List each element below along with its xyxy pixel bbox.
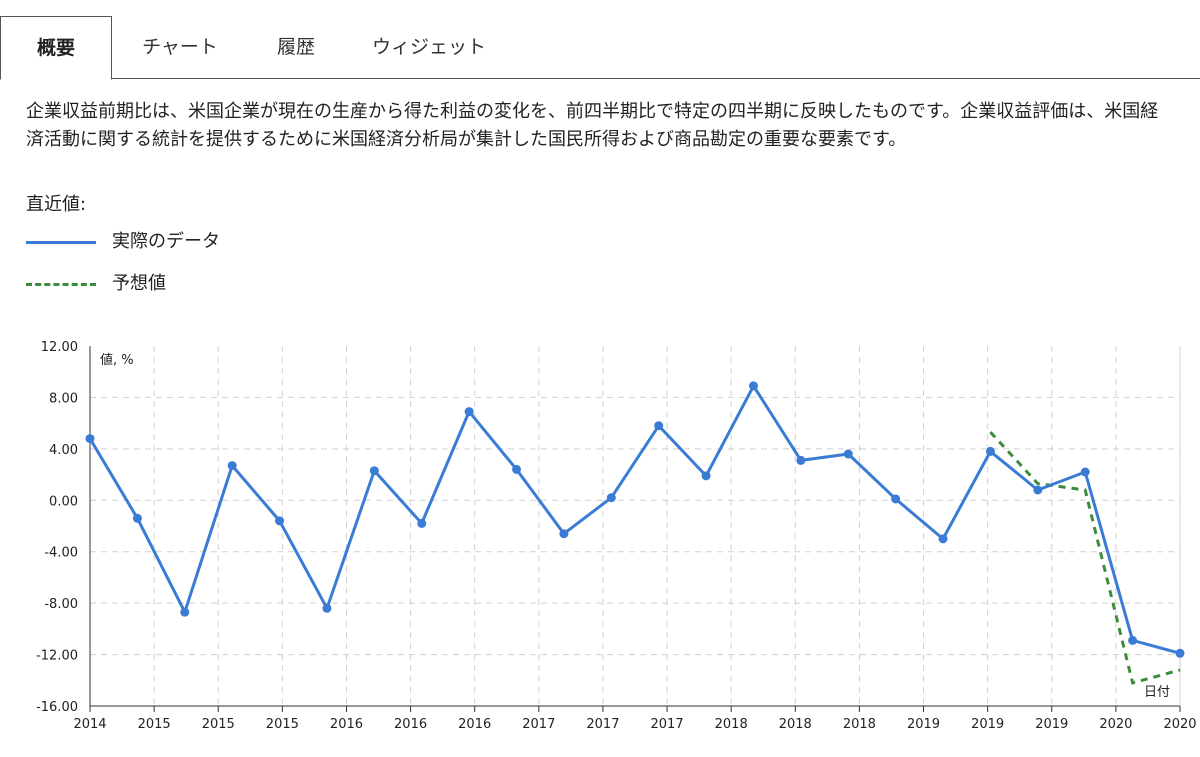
x-axis-unit-label: 日付	[1144, 685, 1170, 700]
y-axis-unit-label: 値, %	[100, 352, 134, 368]
legend-label-forecast: 予想値	[112, 273, 166, 294]
x-tick-label: 2019	[971, 717, 1004, 732]
actual-data-point	[369, 466, 379, 476]
y-tick-label: 8.00	[49, 391, 78, 406]
x-tick-label: 2015	[138, 717, 171, 732]
tab-chart[interactable]: チャート	[142, 36, 218, 58]
chart-grid	[90, 346, 1181, 706]
actual-series-line	[88, 384, 1181, 655]
actual-data-point	[701, 471, 711, 481]
chart-axes: 12.00 8.00 4.00 0.00 -4.00 -8.00 -12.00 -16.00 2…	[36, 340, 1196, 732]
recent-values-label: 直近値:	[26, 194, 87, 215]
x-tick-label: 2020	[1099, 717, 1132, 732]
actual-data-point	[464, 407, 474, 417]
x-tick-label: 2020	[1163, 717, 1196, 732]
actual-data-point	[132, 513, 142, 523]
y-tick-label: -12.00	[36, 649, 78, 664]
x-tick-label: 2018	[843, 717, 876, 732]
x-tick-label: 2015	[266, 717, 299, 732]
actual-data-point	[606, 493, 616, 503]
x-tick-label: 2016	[394, 717, 427, 732]
actual-data-point	[227, 461, 237, 471]
x-tick-label: 2017	[651, 717, 684, 732]
actual-data-point	[1080, 467, 1090, 477]
line-chart: 12.00 8.00 4.00 0.00 -4.00 -8.00 -12.00 -16.00 2…	[36, 340, 1196, 732]
actual-data-point	[1033, 485, 1043, 495]
x-tick-label: 2019	[907, 717, 940, 732]
actual-data-point	[843, 449, 853, 459]
x-tick-label: 2017	[522, 717, 555, 732]
x-tick-label: 2014	[73, 717, 106, 732]
actual-data-point	[275, 516, 285, 526]
y-tick-label: -16.00	[36, 700, 78, 715]
y-tick-label: 12.00	[41, 340, 78, 355]
forecast-series-line	[989, 431, 1181, 685]
tab-history[interactable]: 履歴	[276, 36, 315, 58]
actual-data-point	[654, 421, 664, 431]
y-tick-label: 0.00	[49, 494, 78, 509]
tab-widget[interactable]: ウィジェット	[371, 36, 486, 58]
x-tick-label: 2017	[586, 717, 619, 732]
legend-solid-line-icon	[26, 241, 96, 244]
y-tick-label: 4.00	[49, 443, 78, 458]
legend-dashed-line-icon	[26, 283, 96, 286]
chart-series	[85, 381, 1185, 685]
actual-data-point	[512, 464, 522, 474]
tab-overview[interactable]: 概要	[0, 16, 112, 80]
x-tick-label: 2016	[458, 717, 491, 732]
actual-data-point	[985, 446, 995, 456]
actual-data-point	[1128, 635, 1138, 645]
indicator-description: 企業収益前期比は、米国企業が現在の生産から得た利益の変化を、前四半期比で特定の四…	[26, 101, 1159, 150]
x-tick-label: 2019	[1035, 717, 1068, 732]
actual-data-point	[938, 534, 948, 544]
x-tick-label: 2015	[202, 717, 235, 732]
x-tick-label: 2018	[779, 717, 812, 732]
actual-data-point	[559, 529, 569, 539]
actual-data-point	[891, 494, 901, 504]
y-tick-label: -8.00	[44, 597, 78, 612]
actual-data-point	[748, 381, 758, 391]
actual-data-point	[796, 455, 806, 465]
y-tick-label: -4.00	[44, 546, 78, 561]
actual-data-point	[417, 518, 427, 528]
actual-data-point	[180, 607, 190, 617]
legend-label-actual: 実際のデータ	[112, 231, 220, 252]
actual-data-point	[85, 434, 95, 444]
x-tick-label: 2018	[715, 717, 748, 732]
actual-data-point	[1175, 648, 1185, 658]
x-tick-label: 2016	[330, 717, 363, 732]
tab-bar: 概要 チャート 履歴 ウィジェット	[0, 0, 1200, 80]
actual-data-point	[322, 603, 332, 613]
